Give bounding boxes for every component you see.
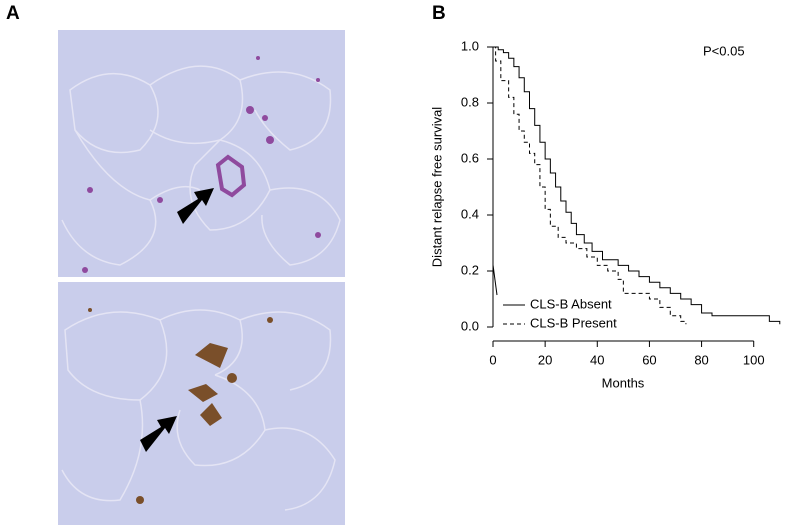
y-tick-label: 0.4	[461, 206, 479, 221]
y-tick-label: 0.6	[461, 150, 479, 165]
y-tick-label: 0.2	[461, 262, 479, 277]
annotation: P<0.05	[703, 43, 745, 58]
stray-mark	[492, 264, 498, 296]
micrograph-ihc	[58, 282, 345, 525]
panel-label: B	[432, 3, 446, 24]
micrograph-he	[58, 30, 345, 277]
y-tick-label: 1.0	[461, 38, 479, 53]
survival-curve	[493, 46, 687, 325]
legend-label: CLS-B Present	[530, 315, 617, 330]
x-tick-label: 20	[538, 352, 552, 367]
x-tick-label: 0	[489, 352, 496, 367]
y-axis-title: Distant relapse free survival	[429, 107, 444, 268]
panel-label: A	[6, 3, 20, 24]
y-tick-label: 0.8	[461, 94, 479, 109]
x-tick-label: 60	[642, 352, 656, 367]
x-tick-label: 100	[743, 352, 765, 367]
x-tick-label: 80	[694, 352, 708, 367]
x-axis-title: Months	[602, 375, 645, 390]
divider	[58, 277, 345, 282]
x-tick-label: 40	[590, 352, 604, 367]
survival-curve	[493, 46, 781, 325]
y-tick-label: 0.0	[461, 318, 479, 333]
legend-label: CLS-B Absent	[530, 296, 612, 311]
